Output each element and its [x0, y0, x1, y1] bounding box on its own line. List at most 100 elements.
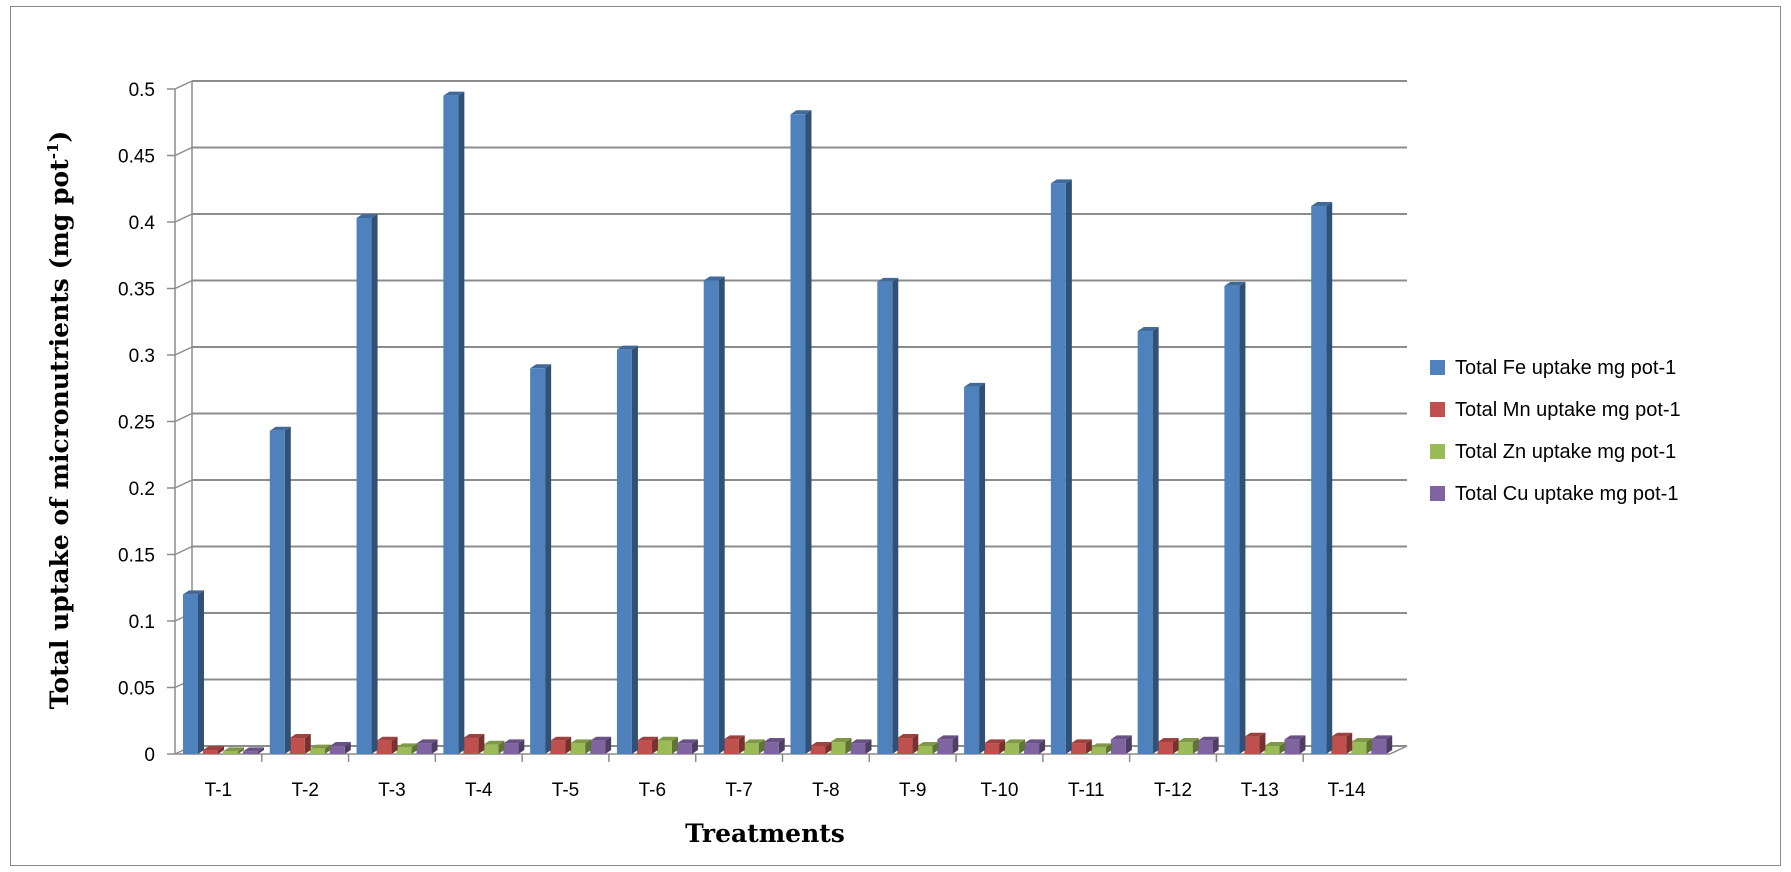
- bar-top: [1331, 732, 1353, 737]
- bar-front: [1371, 739, 1387, 754]
- x-tick-label: T-10: [980, 780, 1018, 801]
- bar-side: [1085, 739, 1092, 754]
- bar-top: [1004, 739, 1026, 744]
- bar-side: [1172, 738, 1179, 754]
- bar-front: [1177, 742, 1193, 754]
- bar: [289, 734, 311, 754]
- bar: [1070, 739, 1092, 754]
- bar: [984, 739, 1006, 754]
- bar-top: [636, 736, 658, 741]
- bar-top: [1371, 735, 1393, 740]
- bar-top: [1264, 742, 1286, 747]
- y-axis-title-superscript: -1: [44, 143, 62, 160]
- bar-front: [1331, 736, 1347, 754]
- legend-swatch: [1430, 444, 1445, 459]
- bar-top: [723, 735, 745, 740]
- bar-front: [590, 740, 606, 754]
- bar-side: [324, 744, 331, 754]
- bar-front: [376, 740, 392, 754]
- bar-top: [763, 738, 785, 743]
- bar-front: [570, 743, 586, 754]
- bar-top: [1070, 739, 1092, 744]
- bar-side: [1279, 742, 1286, 754]
- x-tick-label: T-1: [205, 780, 232, 801]
- bar-front: [723, 739, 739, 754]
- bar-top: [309, 744, 331, 749]
- bar-top: [289, 734, 311, 739]
- bar: [243, 747, 264, 754]
- bar-side: [892, 277, 899, 754]
- bar-top: [1351, 738, 1373, 743]
- bars: [183, 91, 1393, 755]
- gridline-depth: [174, 412, 193, 423]
- bar-top: [376, 736, 398, 741]
- legend-item: Total Mn uptake mg pot-1: [1430, 399, 1681, 421]
- bar-front: [1351, 742, 1367, 754]
- y-tick-label: 0.3: [129, 346, 155, 367]
- legend-label: Total Cu uptake mg pot-1: [1455, 483, 1678, 505]
- bar-top: [1110, 735, 1132, 740]
- bar: [1311, 202, 1333, 755]
- bar: [1264, 742, 1286, 754]
- bar: [309, 744, 331, 754]
- bar-side: [391, 736, 398, 754]
- y-tick-label: 0.35: [118, 280, 155, 301]
- x-tick-label: T-9: [899, 780, 926, 801]
- x-tick-label: T-3: [378, 780, 405, 801]
- bar-side: [431, 739, 438, 754]
- bar: [443, 91, 465, 754]
- x-tick-label: T-6: [639, 780, 666, 801]
- bar: [1284, 735, 1306, 754]
- bar-top: [830, 738, 852, 743]
- bar-front: [1137, 331, 1153, 754]
- bar-side: [1212, 736, 1219, 754]
- bar: [203, 746, 224, 754]
- bar-front: [763, 742, 779, 754]
- bar: [1244, 732, 1266, 754]
- y-tick-label: 0.4: [129, 213, 156, 234]
- bar-top: [1311, 202, 1333, 207]
- bar-top: [243, 747, 264, 752]
- y-axis-title-main: Total uptake of micronutrients (mg pot: [45, 159, 74, 709]
- bar-top: [503, 739, 525, 744]
- bar-top: [616, 345, 638, 350]
- bar-front: [810, 746, 826, 754]
- bar: [964, 382, 986, 754]
- bar: [743, 739, 765, 754]
- bar-side: [258, 747, 264, 754]
- bar-front: [1197, 740, 1213, 754]
- bar: [1024, 739, 1046, 754]
- bar-top: [877, 277, 899, 282]
- tick-labels: 0 0.05 0.1 0.15 0.2 0.25 0.3 0.35 0.4 0.45 0.5 T-1 T…: [118, 80, 1366, 801]
- bar: [917, 742, 939, 754]
- bar-front: [1311, 206, 1327, 755]
- gridline-depth: [174, 80, 193, 90]
- gridline-depth: [174, 346, 193, 356]
- bar-side: [979, 382, 986, 754]
- bar-side: [912, 734, 919, 754]
- bar-top: [1050, 179, 1072, 184]
- bar-side: [1326, 202, 1333, 755]
- bar: [1137, 327, 1159, 754]
- legend-item: Total Cu uptake mg pot-1: [1430, 483, 1678, 505]
- bar: [616, 345, 638, 754]
- bar-side: [585, 739, 592, 754]
- bar-side: [778, 738, 785, 754]
- bar-top: [396, 743, 418, 748]
- bar: [503, 739, 525, 754]
- bar-front: [790, 114, 806, 754]
- y-tick-label: 0.05: [118, 679, 155, 700]
- bar: [416, 739, 438, 754]
- bar-side: [1105, 743, 1112, 754]
- bar-side: [1125, 735, 1132, 754]
- bar: [183, 590, 204, 754]
- bar-top: [590, 736, 612, 741]
- bar-side: [478, 734, 485, 754]
- bar-top: [223, 747, 244, 752]
- bar-front: [223, 751, 238, 754]
- y-axis-title: Total uptake of micronutrients (mg pot-1…: [44, 131, 74, 710]
- bar: [1157, 738, 1179, 754]
- bar: [1331, 732, 1353, 754]
- bar: [1004, 739, 1026, 754]
- bar: [1351, 738, 1373, 754]
